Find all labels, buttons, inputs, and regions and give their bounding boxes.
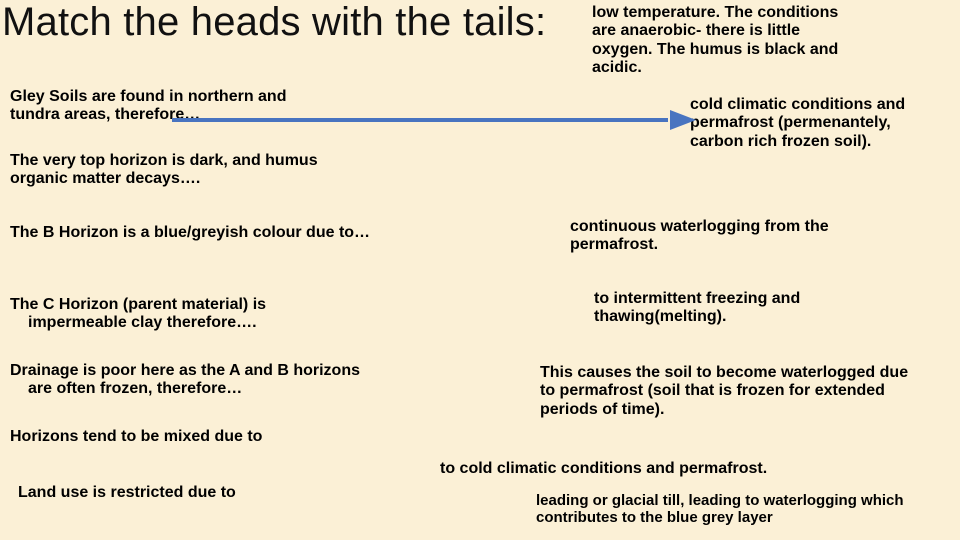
slide: Match the heads with the tails: Gley Soi… — [0, 0, 960, 540]
head-item[interactable]: Horizons tend to be mixed due to — [10, 428, 340, 446]
head-text: The C Horizon (parent material) is imper… — [10, 296, 266, 331]
head-text: Horizons tend to be mixed due to — [10, 428, 262, 445]
tail-text: This causes the soil to become waterlogg… — [540, 364, 908, 418]
tail-item[interactable]: low temperature. The conditions are anae… — [592, 4, 858, 78]
tail-item[interactable]: leading or glacial till, leading to wate… — [536, 492, 926, 527]
head-text: Land use is restricted due to — [18, 484, 236, 501]
head-item[interactable]: The very top horizon is dark, and humus … — [10, 152, 350, 187]
head-item[interactable]: Land use is restricted due to — [18, 484, 348, 502]
tail-item[interactable]: to cold climatic conditions and permafro… — [440, 460, 940, 478]
head-text: The very top horizon is dark, and humus … — [10, 152, 318, 187]
head-text: Drainage is poor here as the A and B hor… — [10, 362, 360, 397]
tail-item[interactable]: continuous waterlogging from the permafr… — [570, 218, 830, 255]
tail-item[interactable]: to intermittent freezing and thawing(mel… — [594, 290, 874, 327]
head-text: The B Horizon is a blue/greyish colour d… — [10, 224, 370, 241]
tail-text: low temperature. The conditions are anae… — [592, 4, 838, 76]
head-item[interactable]: Drainage is poor here as the A and B hor… — [10, 362, 368, 397]
page-title: Match the heads with the tails: — [2, 0, 546, 45]
tail-item[interactable]: cold climatic conditions and permafrost … — [690, 96, 926, 151]
tail-text: cold climatic conditions and permafrost … — [690, 96, 905, 150]
tail-text: leading or glacial till, leading to wate… — [536, 492, 904, 526]
tail-item[interactable]: This causes the soil to become waterlogg… — [540, 364, 920, 419]
arrow-head-icon — [670, 110, 696, 130]
match-arrow — [172, 100, 696, 140]
tail-text: to cold climatic conditions and permafro… — [440, 460, 767, 477]
tail-text: continuous waterlogging from the permafr… — [570, 218, 829, 253]
head-item[interactable]: The C Horizon (parent material) is imper… — [10, 296, 358, 331]
head-item[interactable]: The B Horizon is a blue/greyish colour d… — [10, 224, 380, 242]
tail-text: to intermittent freezing and thawing(mel… — [594, 290, 800, 325]
